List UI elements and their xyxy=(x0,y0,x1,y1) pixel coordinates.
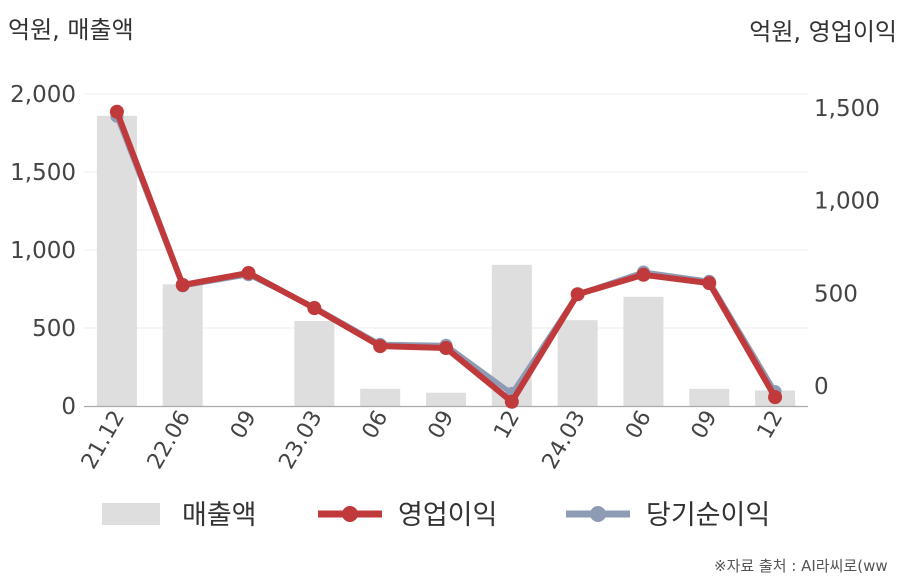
legend-swatch xyxy=(102,503,160,525)
left-tick-label: 500 xyxy=(32,316,76,342)
right-tick-label: 1,500 xyxy=(814,96,880,122)
legend-marker xyxy=(590,506,606,522)
x-tick-label: 06 xyxy=(358,407,394,444)
data-point xyxy=(307,301,322,316)
data-point xyxy=(768,390,783,405)
x-tick-label: 09 xyxy=(424,407,460,444)
right-axis-ticks: 0 500 1,000 1,500 xyxy=(814,96,880,400)
legend-label: 당기순이익 xyxy=(646,500,770,531)
data-point xyxy=(702,276,717,291)
data-point xyxy=(636,267,651,282)
series-line xyxy=(114,110,778,405)
x-tick-label: 21.12 xyxy=(77,407,130,474)
x-tick-label: 12 xyxy=(753,407,789,444)
data-point xyxy=(373,339,388,354)
right-tick-label: 0 xyxy=(814,374,829,400)
left-tick-label: 0 xyxy=(61,394,76,420)
bar xyxy=(360,388,401,406)
x-tick-label: 06 xyxy=(621,407,657,444)
x-tick-label: 12 xyxy=(489,407,525,444)
bar xyxy=(557,320,598,406)
source-note: ※자료 출처 : AI라씨로(ww xyxy=(714,557,888,575)
left-axis-unit-label: 억원, 매출액 xyxy=(8,16,134,44)
bar xyxy=(162,284,203,406)
x-tick-label: 09 xyxy=(226,407,262,444)
bar xyxy=(426,392,466,406)
bar xyxy=(96,115,137,406)
data-point xyxy=(570,287,585,302)
right-tick-label: 500 xyxy=(814,281,858,307)
legend: 매출액 영업이익 당기순이익 xyxy=(102,500,770,531)
data-point xyxy=(175,277,190,292)
legend-label: 영업이익 xyxy=(398,500,497,531)
bar xyxy=(623,296,664,406)
data-point xyxy=(109,104,124,119)
left-tick-label: 1,000 xyxy=(10,238,76,264)
line-series xyxy=(109,104,783,409)
right-axis-unit-label: 억원, 영업이익 xyxy=(749,18,897,46)
gridlines xyxy=(84,93,808,329)
data-point xyxy=(439,341,453,356)
legend-marker xyxy=(342,506,358,522)
left-tick-label: 2,000 xyxy=(10,82,76,108)
x-tick-label: 23.03 xyxy=(274,407,327,474)
x-tick-label: 09 xyxy=(687,407,723,444)
left-axis-ticks: 0 500 1,000 1,500 2,000 xyxy=(10,82,76,420)
left-tick-label: 1,500 xyxy=(10,160,76,186)
legend-label: 매출액 xyxy=(182,500,257,531)
x-tick-label: 24.03 xyxy=(538,407,591,474)
data-point xyxy=(504,394,519,409)
bar xyxy=(689,388,730,406)
bar-series xyxy=(96,115,796,406)
bar xyxy=(294,320,335,406)
x-axis-ticks: 21.12 22.06 09 23.03 06 09 12 24.03 06 09 12 xyxy=(77,407,788,474)
x-tick-label: 22.06 xyxy=(143,407,196,474)
data-point xyxy=(241,265,256,280)
right-tick-label: 1,000 xyxy=(814,189,880,215)
